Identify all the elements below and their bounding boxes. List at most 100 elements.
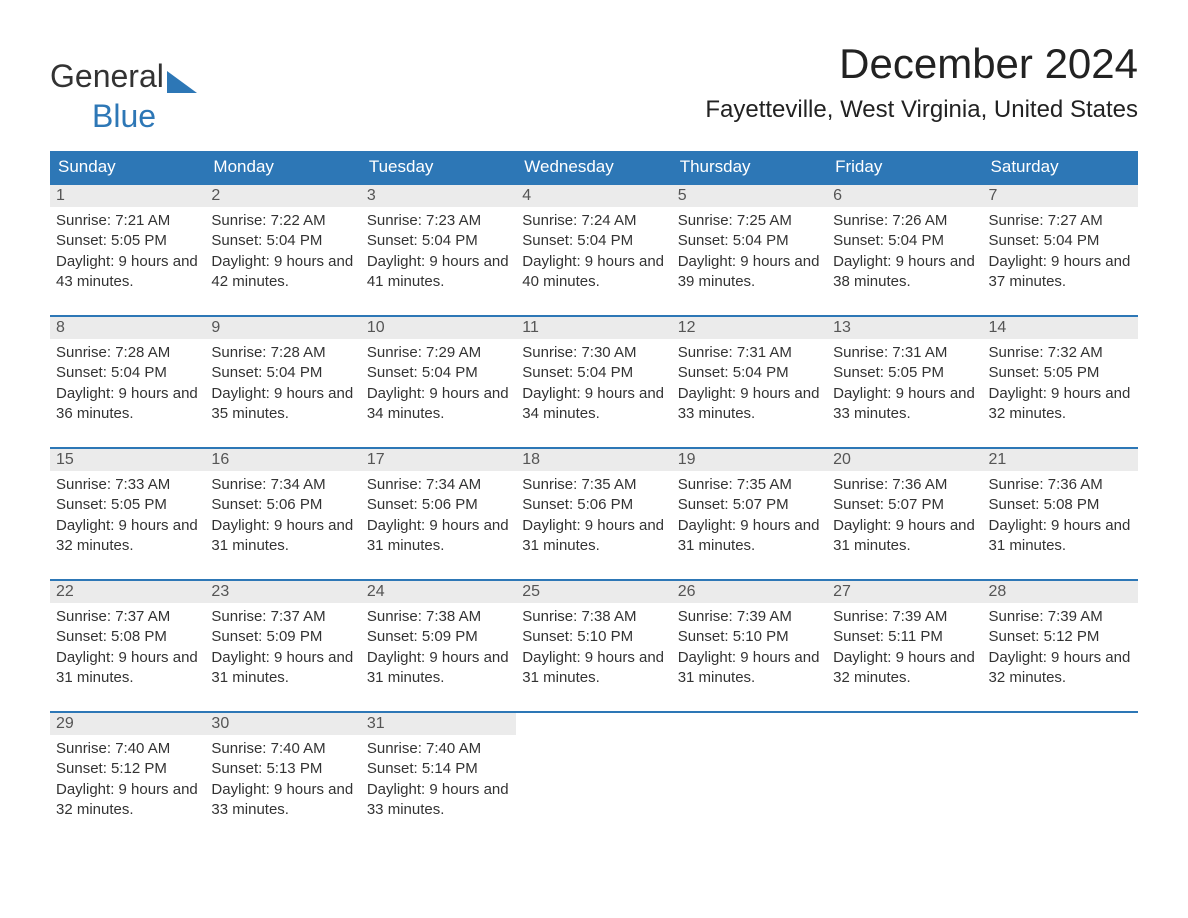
day-number: 18 — [516, 449, 671, 471]
sunset-line: Sunset: 5:06 PM — [367, 495, 510, 515]
sunrise-line: Sunrise: 7:33 AM — [56, 475, 199, 495]
day-body: Sunrise: 7:37 AMSunset: 5:09 PMDaylight:… — [205, 603, 360, 694]
calendar-day-cell: 16Sunrise: 7:34 AMSunset: 5:06 PMDayligh… — [205, 448, 360, 580]
sunset-line: Sunset: 5:09 PM — [211, 627, 354, 647]
day-number: 26 — [672, 581, 827, 603]
sunset-line: Sunset: 5:12 PM — [56, 759, 199, 779]
sunset-line: Sunset: 5:05 PM — [56, 495, 199, 515]
sunrise-line: Sunrise: 7:35 AM — [522, 475, 665, 495]
day-body: Sunrise: 7:35 AMSunset: 5:06 PMDaylight:… — [516, 471, 671, 562]
sunrise-line: Sunrise: 7:36 AM — [989, 475, 1132, 495]
sunset-line: Sunset: 5:11 PM — [833, 627, 976, 647]
day-number: 13 — [827, 317, 982, 339]
daylight-line: Daylight: 9 hours and 33 minutes. — [833, 384, 976, 425]
day-body: Sunrise: 7:38 AMSunset: 5:09 PMDaylight:… — [361, 603, 516, 694]
day-body: Sunrise: 7:22 AMSunset: 5:04 PMDaylight:… — [205, 207, 360, 298]
daylight-line: Daylight: 9 hours and 31 minutes. — [56, 648, 199, 689]
daylight-line: Daylight: 9 hours and 31 minutes. — [211, 648, 354, 689]
daylight-line: Daylight: 9 hours and 39 minutes. — [678, 252, 821, 293]
sunset-line: Sunset: 5:07 PM — [678, 495, 821, 515]
sunrise-line: Sunrise: 7:25 AM — [678, 211, 821, 231]
day-number: 23 — [205, 581, 360, 603]
sunrise-line: Sunrise: 7:39 AM — [989, 607, 1132, 627]
weekday-header: Saturday — [983, 151, 1138, 184]
sunrise-line: Sunrise: 7:36 AM — [833, 475, 976, 495]
daylight-line: Daylight: 9 hours and 34 minutes. — [367, 384, 510, 425]
daylight-line: Daylight: 9 hours and 35 minutes. — [211, 384, 354, 425]
sunset-line: Sunset: 5:06 PM — [211, 495, 354, 515]
daylight-line: Daylight: 9 hours and 32 minutes. — [989, 384, 1132, 425]
day-number: 20 — [827, 449, 982, 471]
sunset-line: Sunset: 5:04 PM — [522, 231, 665, 251]
day-body: Sunrise: 7:29 AMSunset: 5:04 PMDaylight:… — [361, 339, 516, 430]
daylight-line: Daylight: 9 hours and 38 minutes. — [833, 252, 976, 293]
calendar-day-cell: 22Sunrise: 7:37 AMSunset: 5:08 PMDayligh… — [50, 580, 205, 712]
sunset-line: Sunset: 5:04 PM — [989, 231, 1132, 251]
sunrise-line: Sunrise: 7:39 AM — [678, 607, 821, 627]
sunset-line: Sunset: 5:09 PM — [367, 627, 510, 647]
calendar-day-cell: 25Sunrise: 7:38 AMSunset: 5:10 PMDayligh… — [516, 580, 671, 712]
day-number: 30 — [205, 713, 360, 735]
daylight-line: Daylight: 9 hours and 32 minutes. — [56, 780, 199, 821]
daylight-line: Daylight: 9 hours and 31 minutes. — [211, 516, 354, 557]
title-block: December 2024 Fayetteville, West Virgini… — [705, 40, 1138, 124]
calendar-day-cell: 2Sunrise: 7:22 AMSunset: 5:04 PMDaylight… — [205, 184, 360, 316]
day-body: Sunrise: 7:31 AMSunset: 5:05 PMDaylight:… — [827, 339, 982, 430]
weekday-header: Thursday — [672, 151, 827, 184]
daylight-line: Daylight: 9 hours and 31 minutes. — [522, 648, 665, 689]
sunrise-line: Sunrise: 7:30 AM — [522, 343, 665, 363]
daylight-line: Daylight: 9 hours and 43 minutes. — [56, 252, 199, 293]
day-number: 8 — [50, 317, 205, 339]
sunrise-line: Sunrise: 7:35 AM — [678, 475, 821, 495]
day-number: 21 — [983, 449, 1138, 471]
sunset-line: Sunset: 5:04 PM — [678, 231, 821, 251]
daylight-line: Daylight: 9 hours and 42 minutes. — [211, 252, 354, 293]
calendar-day-cell: 8Sunrise: 7:28 AMSunset: 5:04 PMDaylight… — [50, 316, 205, 448]
sunset-line: Sunset: 5:08 PM — [989, 495, 1132, 515]
logo-text: General Blue — [50, 60, 197, 133]
day-body: Sunrise: 7:21 AMSunset: 5:05 PMDaylight:… — [50, 207, 205, 298]
day-number: 6 — [827, 185, 982, 207]
weekday-header: Monday — [205, 151, 360, 184]
calendar-day-cell: 1Sunrise: 7:21 AMSunset: 5:05 PMDaylight… — [50, 184, 205, 316]
calendar-day-cell: 6Sunrise: 7:26 AMSunset: 5:04 PMDaylight… — [827, 184, 982, 316]
sunrise-line: Sunrise: 7:38 AM — [367, 607, 510, 627]
day-number: 10 — [361, 317, 516, 339]
day-body: Sunrise: 7:24 AMSunset: 5:04 PMDaylight:… — [516, 207, 671, 298]
day-body: Sunrise: 7:38 AMSunset: 5:10 PMDaylight:… — [516, 603, 671, 694]
daylight-line: Daylight: 9 hours and 37 minutes. — [989, 252, 1132, 293]
daylight-line: Daylight: 9 hours and 31 minutes. — [678, 516, 821, 557]
day-number: 5 — [672, 185, 827, 207]
daylight-line: Daylight: 9 hours and 33 minutes. — [678, 384, 821, 425]
day-body: Sunrise: 7:26 AMSunset: 5:04 PMDaylight:… — [827, 207, 982, 298]
daylight-line: Daylight: 9 hours and 34 minutes. — [522, 384, 665, 425]
calendar-day-cell: 9Sunrise: 7:28 AMSunset: 5:04 PMDaylight… — [205, 316, 360, 448]
sunset-line: Sunset: 5:04 PM — [211, 231, 354, 251]
calendar-body: 1Sunrise: 7:21 AMSunset: 5:05 PMDaylight… — [50, 184, 1138, 844]
day-number: 17 — [361, 449, 516, 471]
sunset-line: Sunset: 5:10 PM — [678, 627, 821, 647]
logo: General Blue — [50, 60, 197, 133]
sunrise-line: Sunrise: 7:37 AM — [56, 607, 199, 627]
sunrise-line: Sunrise: 7:32 AM — [989, 343, 1132, 363]
header: General Blue December 2024 Fayetteville,… — [50, 40, 1138, 133]
logo-word-bottom: Blue — [92, 100, 156, 134]
sunrise-line: Sunrise: 7:21 AM — [56, 211, 199, 231]
calendar-day-cell: 14Sunrise: 7:32 AMSunset: 5:05 PMDayligh… — [983, 316, 1138, 448]
day-body: Sunrise: 7:36 AMSunset: 5:08 PMDaylight:… — [983, 471, 1138, 562]
calendar-day-cell: 17Sunrise: 7:34 AMSunset: 5:06 PMDayligh… — [361, 448, 516, 580]
calendar-day-cell: 23Sunrise: 7:37 AMSunset: 5:09 PMDayligh… — [205, 580, 360, 712]
day-number: 14 — [983, 317, 1138, 339]
day-body: Sunrise: 7:33 AMSunset: 5:05 PMDaylight:… — [50, 471, 205, 562]
calendar-week-row: 8Sunrise: 7:28 AMSunset: 5:04 PMDaylight… — [50, 316, 1138, 448]
calendar-week-row: 22Sunrise: 7:37 AMSunset: 5:08 PMDayligh… — [50, 580, 1138, 712]
sunset-line: Sunset: 5:08 PM — [56, 627, 199, 647]
day-number: 28 — [983, 581, 1138, 603]
calendar-day-cell: 11Sunrise: 7:30 AMSunset: 5:04 PMDayligh… — [516, 316, 671, 448]
calendar-day-cell: 29Sunrise: 7:40 AMSunset: 5:12 PMDayligh… — [50, 712, 205, 844]
day-body: Sunrise: 7:36 AMSunset: 5:07 PMDaylight:… — [827, 471, 982, 562]
day-body: Sunrise: 7:39 AMSunset: 5:12 PMDaylight:… — [983, 603, 1138, 694]
sunrise-line: Sunrise: 7:39 AM — [833, 607, 976, 627]
weekday-header: Wednesday — [516, 151, 671, 184]
sunrise-line: Sunrise: 7:40 AM — [56, 739, 199, 759]
